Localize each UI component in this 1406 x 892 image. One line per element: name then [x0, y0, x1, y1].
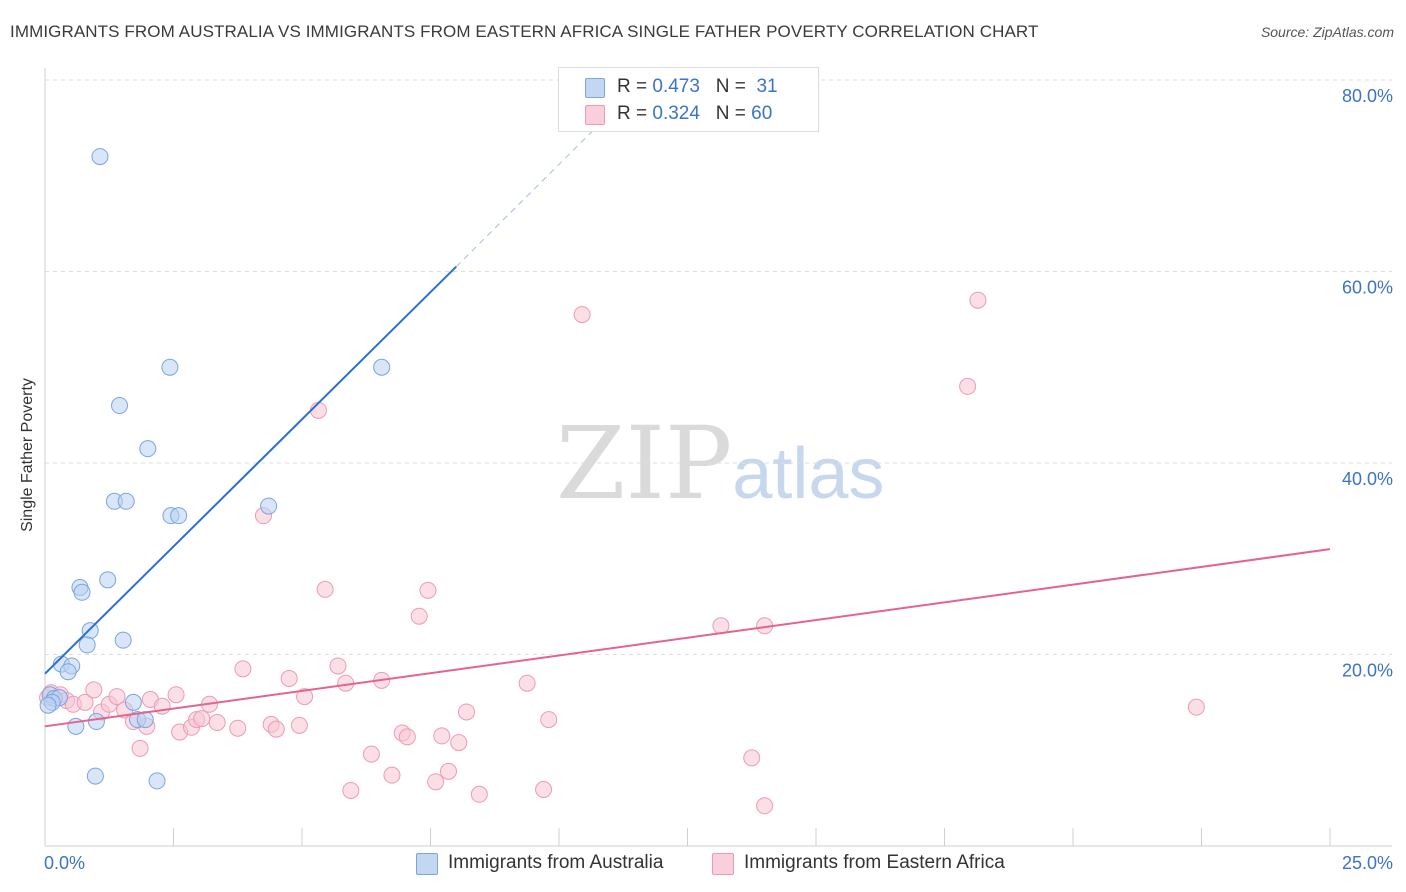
point-eastern-africa [383, 766, 401, 784]
point-australia [59, 663, 77, 681]
trend-layer [44, 117, 1331, 728]
point-eastern-africa [267, 720, 285, 738]
point-eastern-africa [535, 781, 553, 799]
point-australia [170, 507, 188, 525]
point-eastern-africa [419, 581, 437, 599]
bottom-legend-swatch-eastern-africa [712, 853, 734, 875]
point-eastern-africa [470, 785, 488, 803]
bottom-legend-swatch-australia [416, 853, 438, 875]
x-tick-label: 25.0% [1342, 853, 1393, 873]
point-australia [91, 148, 109, 166]
trendline-australia [44, 266, 457, 675]
y-tick-label: 80.0% [1342, 86, 1393, 106]
point-eastern-africa [309, 401, 327, 419]
point-eastern-africa [540, 711, 558, 729]
point-eastern-africa [234, 660, 252, 678]
trendline-australia-extension [455, 117, 606, 268]
point-australia [87, 713, 105, 731]
point-eastern-africa [208, 713, 226, 731]
point-australia [139, 440, 157, 458]
source-label: Source: ZipAtlas.com [1260, 24, 1394, 40]
point-eastern-africa [193, 710, 211, 728]
watermark-atlas: atlas [732, 434, 885, 514]
point-eastern-africa [518, 674, 536, 692]
point-australia [260, 497, 278, 515]
correlation-legend: R = 0.473 N = 31 R = 0.324 N = 60 [558, 67, 819, 132]
point-eastern-africa [296, 688, 314, 706]
legend-text-eastern-africa: R = 0.324 N = 60 [617, 103, 773, 124]
point-eastern-africa [108, 688, 126, 706]
point-eastern-africa [959, 377, 977, 395]
point-eastern-africa [450, 734, 468, 752]
point-eastern-africa [756, 797, 774, 815]
chart-title: IMMIGRANTS FROM AUSTRALIA VS IMMIGRANTS … [10, 22, 1039, 41]
point-eastern-africa [433, 727, 451, 745]
point-australia [148, 772, 166, 790]
point-australia [86, 767, 104, 785]
point-eastern-africa [457, 703, 475, 721]
point-eastern-africa [85, 681, 103, 699]
point-eastern-africa [131, 739, 149, 757]
point-eastern-africa [743, 749, 761, 767]
legend-swatch-eastern-africa [585, 105, 605, 125]
point-australia [124, 693, 142, 711]
point-eastern-africa [969, 291, 987, 309]
tick-label-layer: 20.0% 40.0% 60.0% 80.0% 0.0% 25.0% [44, 86, 1393, 873]
point-eastern-africa [427, 773, 445, 791]
legend-swatch-australia [585, 78, 605, 98]
bottom-legend-label-australia: Immigrants from Australia [448, 852, 664, 873]
legend-text-australia: R = 0.473 N = 31 [617, 76, 778, 97]
bottom-legend-label-eastern-africa: Immigrants from Eastern Africa [744, 852, 1005, 873]
point-australia [39, 696, 57, 714]
point-eastern-africa [398, 728, 416, 746]
point-eastern-africa [342, 781, 360, 799]
point-eastern-africa [229, 719, 247, 737]
point-eastern-africa [167, 686, 185, 704]
point-eastern-africa [1187, 698, 1205, 716]
y-tick-label: 40.0% [1342, 469, 1393, 489]
point-eastern-africa [362, 745, 380, 763]
point-australia [114, 631, 132, 649]
trendline-eastern-africa [44, 548, 1331, 728]
point-eastern-africa [573, 306, 591, 324]
watermark: ZIPatlas [556, 405, 884, 522]
point-eastern-africa [410, 607, 428, 625]
x-tick-label: 0.0% [44, 853, 85, 873]
y-axis-label: Single Father Poverty [19, 378, 36, 532]
point-eastern-africa [290, 716, 308, 734]
points-layer [39, 148, 1205, 815]
y-tick-label: 20.0% [1342, 661, 1393, 681]
point-australia [117, 492, 135, 510]
point-australia [373, 358, 391, 376]
point-eastern-africa [329, 657, 347, 675]
point-eastern-africa [76, 693, 94, 711]
point-eastern-africa [439, 762, 457, 780]
point-australia [111, 397, 129, 415]
axis-layer [44, 68, 1392, 847]
point-australia [78, 636, 96, 654]
y-tick-label: 60.0% [1342, 278, 1393, 298]
point-australia [161, 358, 179, 376]
point-australia [99, 571, 117, 589]
point-eastern-africa [316, 580, 334, 598]
point-australia [81, 622, 99, 640]
point-eastern-africa [280, 669, 298, 687]
point-australia [73, 583, 91, 601]
